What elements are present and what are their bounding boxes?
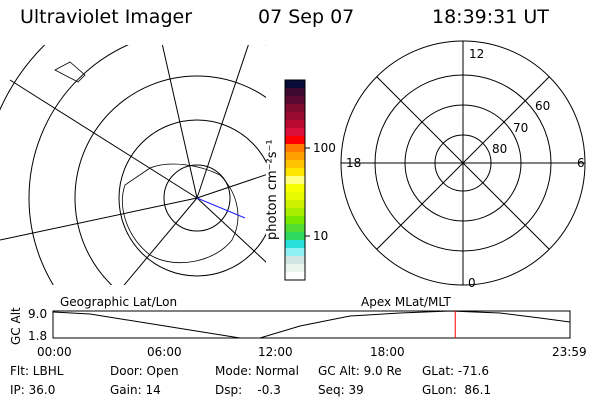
dsp: Dsp: -0.3 — [215, 383, 281, 397]
colorbar — [284, 79, 306, 281]
colorbar-frame — [284, 79, 306, 281]
colorbar-band — [285, 104, 305, 113]
gc-alt: GC Alt: 9.0 Re — [318, 364, 402, 378]
colorbar-band — [285, 232, 305, 241]
y-tick-1-8: 1.8 — [28, 329, 48, 343]
glat: GLat: -71.6 — [422, 364, 489, 378]
colorbar-band — [285, 256, 305, 265]
colorbar-band — [285, 96, 305, 105]
polar-grid — [340, 40, 586, 286]
mlt-6: 6 — [577, 156, 585, 170]
colorbar-band — [285, 160, 305, 169]
colorbar-band — [285, 240, 305, 249]
colorbar-tick-10: 10 — [313, 229, 329, 243]
colorbar-label: photon cm⁻²s⁻¹ — [265, 139, 280, 240]
ip: IP: 36.0 — [10, 383, 56, 397]
lat-60: 60 — [535, 99, 551, 113]
mlt-12: 12 — [469, 47, 485, 61]
gain: Gain: 14 — [110, 383, 161, 397]
colorbar-band — [285, 144, 305, 153]
x-tick-0600: 06:00 — [147, 345, 182, 359]
glon: GLon: 86.1 — [422, 383, 492, 397]
time: 18:39:31 UT — [432, 6, 549, 28]
colorbar-band — [285, 192, 305, 201]
gc-alt-axis-label: GC Alt — [9, 307, 23, 345]
colorbar-band — [285, 176, 305, 185]
colorbar-band — [285, 128, 305, 137]
instrument-title: Ultraviolet Imager — [20, 6, 193, 28]
colorbar-tick-100: 100 — [313, 141, 336, 155]
colorbar-band — [285, 168, 305, 177]
x-tick-1800: 18:00 — [370, 345, 405, 359]
geographic-map — [0, 45, 266, 285]
x-tick-2359: 23:59 — [552, 345, 587, 359]
colorbar-band — [285, 152, 305, 161]
lat-80: 80 — [492, 142, 508, 156]
x-tick-1200: 12:00 — [258, 345, 293, 359]
mlt-0: 0 — [468, 276, 476, 290]
colorbar-band — [285, 272, 305, 281]
colorbar-band — [285, 80, 305, 89]
door: Door: Open — [110, 364, 179, 378]
date: 07 Sep 07 — [258, 6, 355, 28]
apex-label: Apex MLat/MLT — [361, 295, 451, 309]
mlt-18: 18 — [346, 156, 362, 170]
colorbar-band — [285, 264, 305, 273]
geographic-label: Geographic Lat/Lon — [60, 295, 178, 309]
mode: Mode: Normal — [215, 364, 299, 378]
filter: Flt: LBHL — [10, 364, 64, 378]
lat-70: 70 — [513, 121, 529, 135]
colorbar-band — [285, 120, 305, 129]
colorbar-band — [285, 136, 305, 145]
colorbar-band — [285, 248, 305, 257]
colorbar-band — [285, 216, 305, 225]
timeline-plot — [52, 310, 571, 339]
colorbar-band — [285, 88, 305, 97]
seq: Seq: 39 — [318, 383, 364, 397]
colorbar-band — [285, 112, 305, 121]
colorbar-band — [285, 200, 305, 209]
colorbar-band — [285, 184, 305, 193]
colorbar-band — [285, 224, 305, 233]
y-tick-9: 9.0 — [28, 307, 48, 321]
x-tick-0000: 00:00 — [37, 345, 72, 359]
colorbar-band — [285, 208, 305, 217]
